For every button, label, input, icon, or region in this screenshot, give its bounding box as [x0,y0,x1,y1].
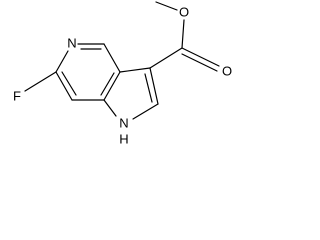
bond [55,50,69,73]
bond [119,67,151,73]
bond [103,71,121,101]
molecule: N F O O N H [13,1,232,147]
bond [24,71,57,92]
bond [103,43,121,73]
bond [100,72,115,96]
bond [103,99,117,117]
atom-label: H [119,132,128,147]
bond [144,73,153,103]
atom-label: O [222,64,232,79]
bond [149,47,183,69]
bond [132,103,159,120]
bonds [24,1,220,120]
atom-label: N [67,36,76,51]
atom-label: O [179,5,189,20]
bond [55,71,73,101]
bond [155,1,178,11]
bond [61,71,77,96]
bond [181,53,218,72]
bond [181,47,220,67]
bond [149,67,159,105]
atom-label: F [13,89,21,104]
bond [181,19,185,49]
atom-label: N [119,116,128,131]
